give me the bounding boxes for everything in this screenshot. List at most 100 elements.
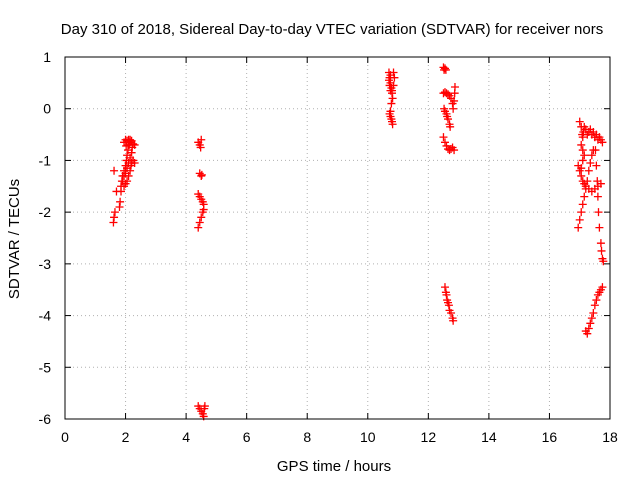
data-point xyxy=(126,153,135,162)
y-tick-label: 0 xyxy=(43,101,51,117)
y-tick-label: -5 xyxy=(39,359,52,375)
data-point xyxy=(593,177,602,186)
y-tick-label: 1 xyxy=(43,49,51,65)
x-tick-label: 0 xyxy=(61,429,69,445)
data-point xyxy=(386,86,395,95)
y-tick-label: -4 xyxy=(39,308,52,324)
x-tick-label: 2 xyxy=(122,429,130,445)
data-point xyxy=(583,177,592,186)
data-point xyxy=(386,107,395,116)
data-point xyxy=(580,151,589,160)
data-point xyxy=(449,104,458,113)
data-point xyxy=(578,156,587,165)
data-point xyxy=(110,208,119,217)
y-tick-label: -2 xyxy=(39,204,52,220)
data-point xyxy=(196,143,205,152)
data-point xyxy=(584,166,593,175)
data-point xyxy=(598,138,607,147)
data-point xyxy=(580,192,589,201)
x-tick-label: 18 xyxy=(602,429,618,445)
data-point xyxy=(577,164,586,173)
data-point xyxy=(450,96,459,105)
data-point xyxy=(599,257,608,266)
data-point xyxy=(118,177,127,186)
data-point xyxy=(387,99,396,108)
data-point xyxy=(388,94,397,103)
data-point xyxy=(197,170,206,179)
data-point xyxy=(577,140,586,149)
data-point xyxy=(597,246,606,255)
data-point xyxy=(586,319,595,328)
data-point xyxy=(197,135,206,144)
data-point xyxy=(121,169,130,178)
y-tick-label: -3 xyxy=(39,256,52,272)
data-point xyxy=(444,90,453,99)
x-tick-label: 14 xyxy=(481,429,497,445)
x-axis-label: GPS time / hours xyxy=(277,458,391,475)
data-point xyxy=(385,81,394,90)
x-tick-label: 10 xyxy=(360,429,376,445)
x-tick-label: 4 xyxy=(182,429,190,445)
data-point xyxy=(575,215,584,224)
x-tick-label: 16 xyxy=(542,429,558,445)
data-point xyxy=(586,159,595,168)
data-point xyxy=(447,308,456,317)
data-point xyxy=(592,296,601,305)
plot-frame xyxy=(64,56,611,420)
data-point xyxy=(386,71,395,80)
data-point xyxy=(444,115,453,124)
data-point xyxy=(124,159,133,168)
y-tick-label: -1 xyxy=(39,152,52,168)
data-point xyxy=(123,164,132,173)
data-point xyxy=(129,139,138,148)
data-point xyxy=(450,82,459,91)
data-point xyxy=(197,213,206,222)
x-tick-label: 8 xyxy=(303,429,311,445)
data-point xyxy=(200,402,209,411)
data-point xyxy=(110,213,119,222)
data-point xyxy=(593,192,602,201)
data-point xyxy=(388,120,397,129)
grid-lines xyxy=(65,57,610,419)
data-point xyxy=(587,314,596,323)
data-point xyxy=(584,324,593,333)
data-point xyxy=(578,200,587,209)
data-point xyxy=(449,316,458,325)
data-point xyxy=(598,283,607,292)
y-axis-label: SDTVAR / TECUs xyxy=(6,179,23,299)
data-point xyxy=(128,143,137,152)
data-point xyxy=(596,239,605,248)
data-point xyxy=(587,151,596,160)
data-point xyxy=(199,205,208,214)
data-point xyxy=(440,64,449,73)
data-point xyxy=(117,182,126,191)
data-point xyxy=(577,208,586,217)
data-point xyxy=(441,65,450,74)
data-point xyxy=(577,171,586,180)
x-tick-label: 6 xyxy=(243,429,251,445)
data-point xyxy=(590,133,599,142)
chart-title: Day 310 of 2018, Sidereal Day-to-day VTE… xyxy=(61,21,603,38)
data-points xyxy=(109,63,608,421)
data-point xyxy=(589,308,598,317)
data-point xyxy=(574,223,583,232)
data-point xyxy=(590,301,599,310)
data-point xyxy=(110,166,119,175)
axis-ticks: 0 2 4 6 8 10 12 14 16 18 -6 -5 -4 -3 -2 -1 0 1 xyxy=(39,49,618,445)
data-point xyxy=(578,146,587,155)
data-point xyxy=(583,329,592,338)
data-point xyxy=(440,138,449,147)
data-point xyxy=(581,184,590,193)
data-point xyxy=(591,146,600,155)
data-point xyxy=(594,208,603,217)
data-point xyxy=(595,223,604,232)
data-point xyxy=(439,133,448,142)
data-point xyxy=(195,218,204,227)
y-tick-label: -6 xyxy=(39,411,52,427)
data-point xyxy=(575,117,584,126)
data-point xyxy=(440,283,449,292)
x-tick-label: 12 xyxy=(421,429,437,445)
data-point xyxy=(592,161,601,170)
data-point xyxy=(116,197,125,206)
